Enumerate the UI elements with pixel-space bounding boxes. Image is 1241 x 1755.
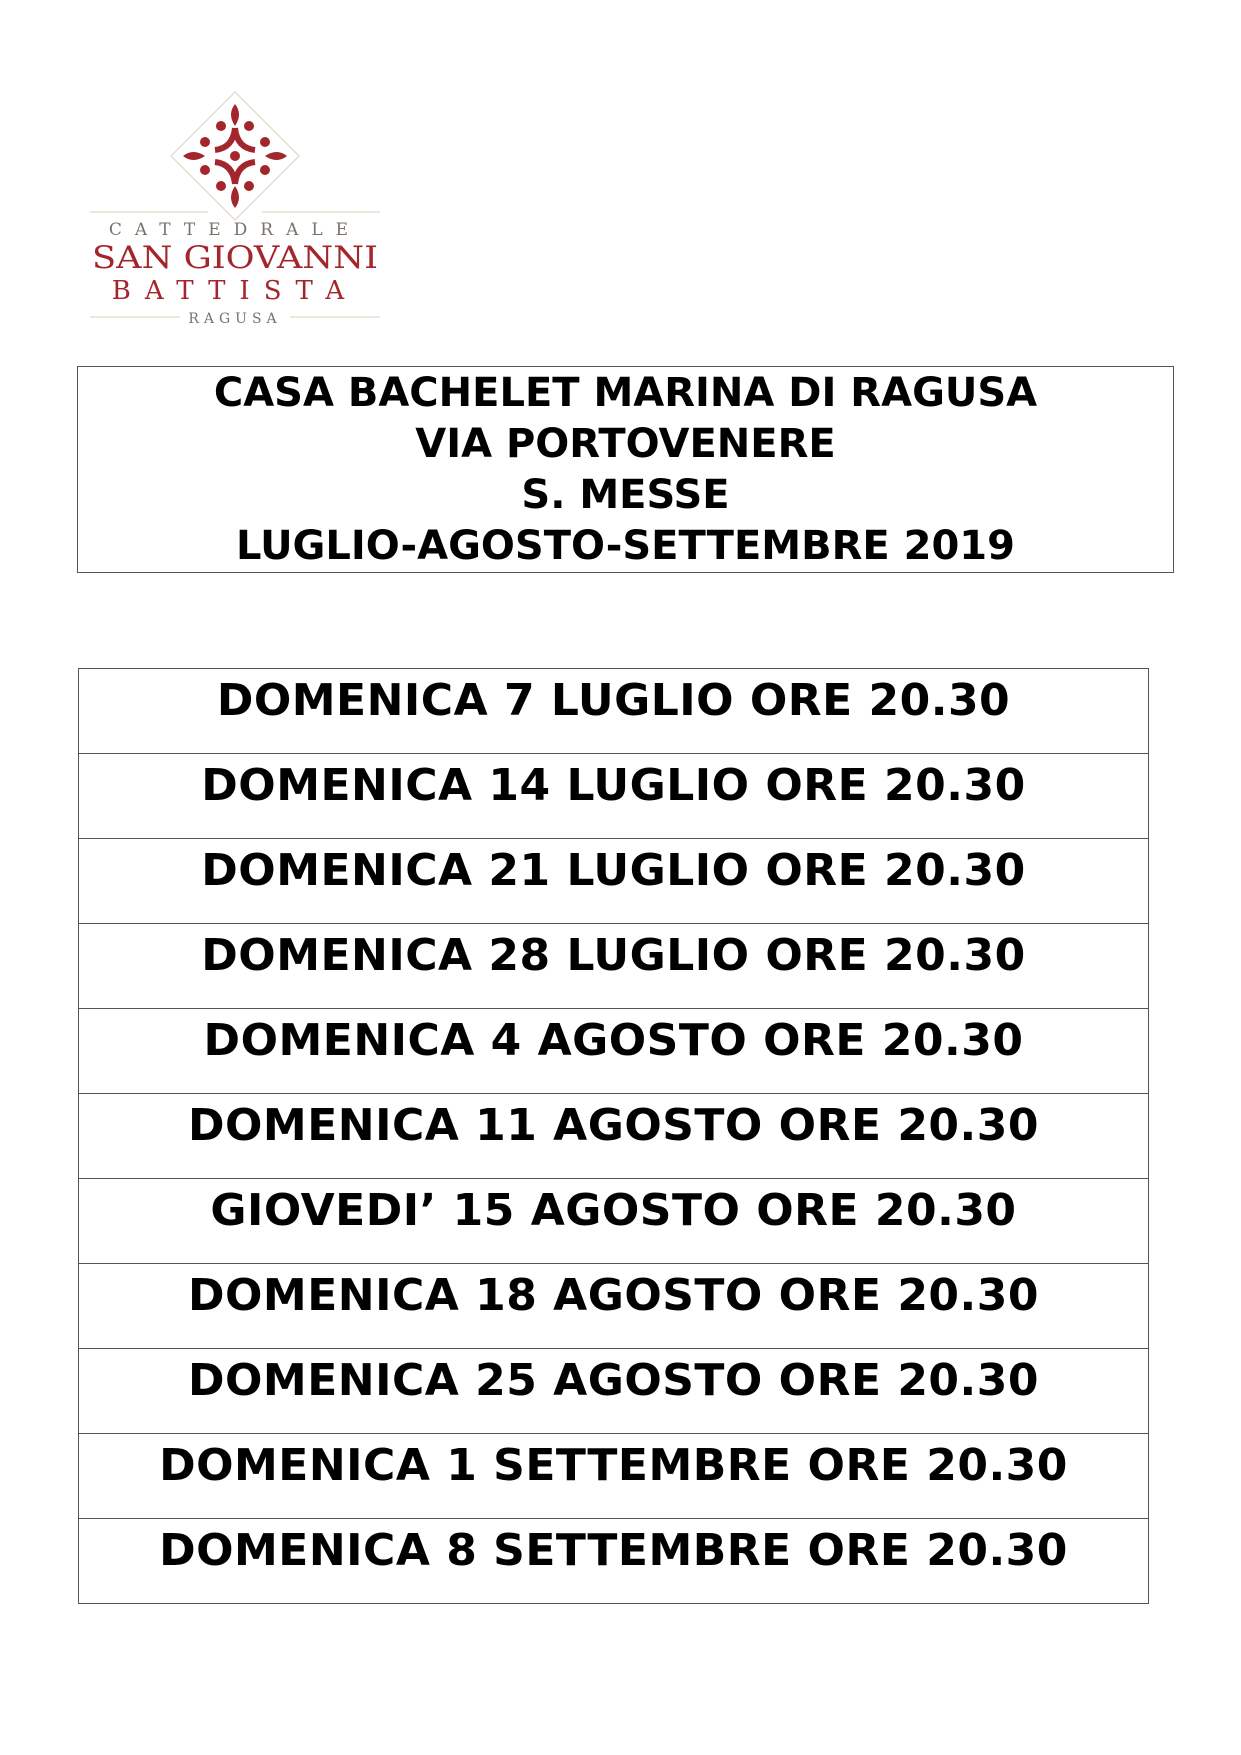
- schedule-cell: GIOVEDI’ 15 AGOSTO ORE 20.30: [78, 1178, 1149, 1264]
- schedule-cell: DOMENICA 4 AGOSTO ORE 20.30: [78, 1008, 1149, 1094]
- schedule-cell: DOMENICA 7 LUGLIO ORE 20.30: [78, 668, 1149, 754]
- cross-emblem-icon: CATTEDRALE SAN GIOVANNI BATTISTA RAGUSA: [90, 90, 380, 327]
- table-row: DOMENICA 21 LUGLIO ORE 20.30: [78, 838, 1149, 924]
- header-period: LUGLIO-AGOSTO-SETTEMBRE 2019: [236, 522, 1015, 569]
- schedule-cell: DOMENICA 21 LUGLIO ORE 20.30: [78, 838, 1149, 924]
- logo-text-cattedrale: CATTEDRALE: [109, 220, 361, 240]
- schedule-cell: DOMENICA 8 SETTEMBRE ORE 20.30: [78, 1518, 1149, 1604]
- table-row: DOMENICA 18 AGOSTO ORE 20.30: [78, 1263, 1149, 1349]
- table-row: DOMENICA 28 LUGLIO ORE 20.30: [78, 923, 1149, 1009]
- logo-text-battista: BATTISTA: [112, 276, 358, 306]
- logo-text-san-giovanni: SAN GIOVANNI: [92, 240, 378, 276]
- table-row: DOMENICA 1 SETTEMBRE ORE 20.30: [78, 1433, 1149, 1519]
- header-subtitle: S. MESSE: [521, 471, 730, 518]
- table-row: DOMENICA 4 AGOSTO ORE 20.30: [78, 1008, 1149, 1094]
- table-row: DOMENICA 7 LUGLIO ORE 20.30: [78, 668, 1149, 754]
- table-row: DOMENICA 25 AGOSTO ORE 20.30: [78, 1348, 1149, 1434]
- schedule-cell: DOMENICA 11 AGOSTO ORE 20.30: [78, 1093, 1149, 1179]
- table-row: DOMENICA 14 LUGLIO ORE 20.30: [78, 753, 1149, 839]
- table-row: DOMENICA 8 SETTEMBRE ORE 20.30: [78, 1518, 1149, 1604]
- table-row: GIOVEDI’ 15 AGOSTO ORE 20.30: [78, 1178, 1149, 1264]
- logo-text-ragusa: RAGUSA: [188, 311, 281, 327]
- schedule-cell: DOMENICA 25 AGOSTO ORE 20.30: [78, 1348, 1149, 1434]
- schedule-cell: DOMENICA 18 AGOSTO ORE 20.30: [78, 1263, 1149, 1349]
- schedule-cell: DOMENICA 1 SETTEMBRE ORE 20.30: [78, 1433, 1149, 1519]
- mass-schedule-table: DOMENICA 7 LUGLIO ORE 20.30 DOMENICA 14 …: [78, 668, 1149, 1604]
- header-box: CASA BACHELET MARINA DI RAGUSA VIA PORTO…: [77, 366, 1174, 573]
- table-row: DOMENICA 11 AGOSTO ORE 20.30: [78, 1093, 1149, 1179]
- cathedral-logo: CATTEDRALE SAN GIOVANNI BATTISTA RAGUSA: [88, 88, 382, 330]
- schedule-cell: DOMENICA 28 LUGLIO ORE 20.30: [78, 923, 1149, 1009]
- schedule-cell: DOMENICA 14 LUGLIO ORE 20.30: [78, 753, 1149, 839]
- header-title: CASA BACHELET MARINA DI RAGUSA: [213, 369, 1038, 416]
- header-address: VIA PORTOVENERE: [415, 420, 836, 467]
